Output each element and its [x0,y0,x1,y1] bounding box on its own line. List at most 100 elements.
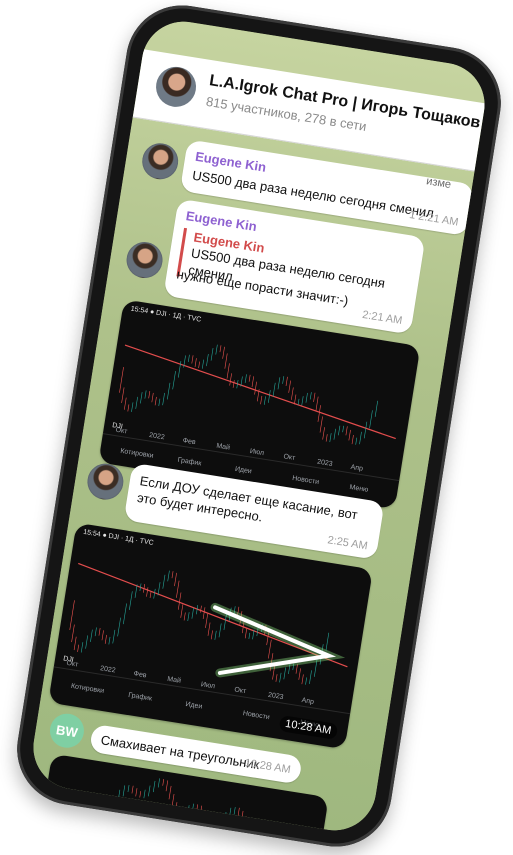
candle [252,629,255,640]
user-avatar[interactable] [84,461,126,503]
candle [283,667,286,680]
candle [167,570,170,582]
chart-app-tab[interactable]: Меню [349,484,369,494]
candle [236,379,239,389]
candle [171,793,175,808]
candle [275,832,278,837]
chart-app-tab[interactable]: Новости [242,710,270,721]
candle [162,778,165,786]
candle [134,584,138,598]
candle [124,397,127,410]
candle [295,664,298,674]
candle [269,822,272,831]
candle [187,612,190,622]
candle [89,814,92,823]
phone-frame: L.A.Igrok Chat Pro | Игорь Тощаков 815 у… [9,0,509,855]
candle [135,788,138,797]
candle [129,591,133,610]
candle [111,797,115,814]
candle [228,807,232,819]
chart-app-tab[interactable]: Новости [292,475,320,486]
chart-screenshot[interactable]: 15:54 ● DJI · 1Д · ТVC DJI Окт 2022 Фев Май… [98,299,421,510]
chart-app-tab[interactable]: Котировки [70,683,104,695]
candle [275,674,278,682]
chart-app-tab[interactable]: График [177,457,203,468]
candle [348,429,351,441]
candle [272,382,276,397]
candle [196,605,199,615]
chart-screenshot-annotated[interactable]: 15:54 ● DJI · 1Д · ТVC DJI Окт 2022 Фев Май… [48,522,373,750]
candle [101,814,104,826]
candle [62,822,65,830]
chart-image: 15:54 ● DJI · 1Д · ТVC DJI Окт 2022 Фев Май… [53,529,351,729]
candle [167,382,171,400]
candle [202,607,206,620]
candle [206,354,209,367]
candle [263,396,266,405]
candle [322,427,325,440]
candle [117,789,121,805]
candle [196,804,199,812]
candle [66,820,69,830]
candle [180,604,184,618]
candle [157,778,160,788]
candle [268,390,271,403]
candle [363,421,368,439]
chat-avatar[interactable] [153,63,199,110]
candle [224,353,228,369]
candle [309,392,312,400]
candle [121,387,125,404]
candle [342,425,344,433]
candle [233,807,236,815]
candle [233,606,236,615]
candle [191,607,194,619]
chart-symbol: DJI [63,655,75,664]
trend-line [124,344,396,440]
candle [73,636,77,651]
candle [333,428,336,440]
message-list[interactable]: Eugene Kin US500 два раза неделю сегодня… [27,118,475,837]
candle [183,612,186,621]
candle [325,632,330,651]
candle [101,630,104,641]
candle [241,810,244,823]
candle [252,826,254,833]
candle [288,380,291,393]
candle [229,373,232,386]
candle [207,622,211,636]
user-avatar[interactable] [123,239,166,281]
candle [85,635,88,649]
candle [81,811,83,820]
candle [178,807,181,816]
candle [260,821,263,831]
candle [301,674,304,685]
candle [317,405,321,422]
candle [288,663,291,675]
candle [157,582,161,596]
candle [305,677,307,685]
x-tick-label: Июл [249,448,264,457]
candle [218,623,222,638]
chart-app-tab[interactable]: Котировки [120,448,154,460]
candle [214,822,217,831]
chart-app-tab[interactable]: График [128,692,154,703]
candle [247,822,250,832]
user-avatar-initials[interactable]: BW [47,711,87,751]
candle [191,355,194,364]
candle [244,627,248,639]
candle [162,392,165,406]
x-tick-label: 2023 [317,459,334,468]
user-avatar[interactable] [139,140,181,182]
candle [294,394,297,405]
candle [237,807,240,817]
chart-app-tab[interactable]: Идеи [185,701,203,711]
candle [153,588,156,599]
candle [219,345,222,353]
candle [162,574,166,589]
message-time: 10:28 AM [243,756,292,777]
annotation-stroke [213,605,337,675]
candle [188,354,190,362]
candle [314,658,318,677]
candle [131,785,134,794]
chart-app-tab[interactable]: Идеи [234,466,252,476]
